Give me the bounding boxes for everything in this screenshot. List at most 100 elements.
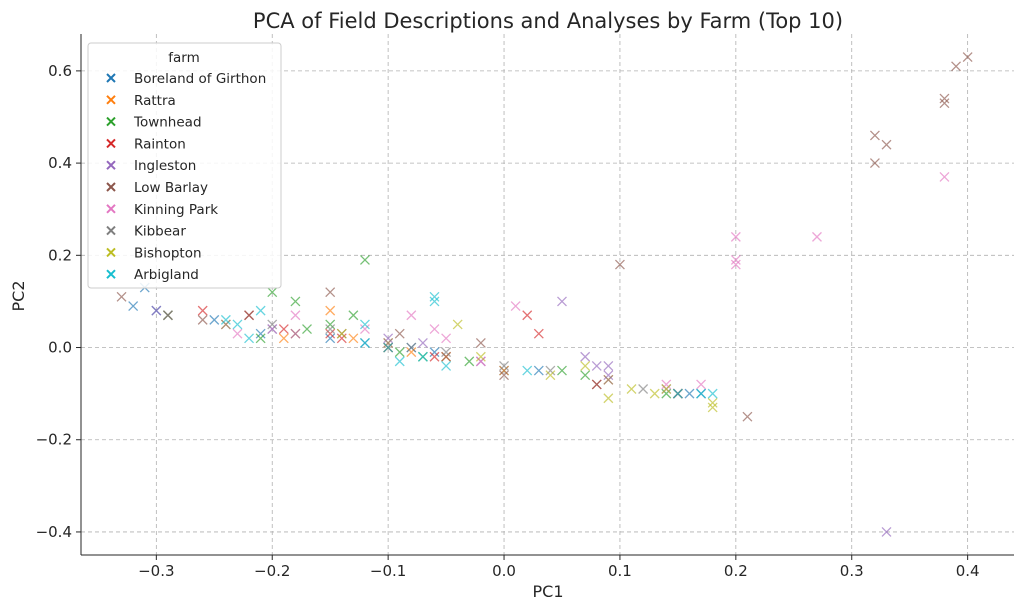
legend-marker <box>106 73 116 83</box>
data-point <box>325 324 336 335</box>
data-point <box>325 287 336 298</box>
data-point <box>302 324 312 335</box>
legend-label: Arbigland <box>134 267 199 283</box>
data-point <box>707 402 718 413</box>
x-tick-label: 0.1 <box>608 562 632 580</box>
data-point <box>325 319 336 330</box>
data-point <box>869 130 880 141</box>
data-point <box>661 379 672 390</box>
axis-ticks: −0.3 −0.2 −0.1 0.0 0.1 0.2 0.3 0.4 −0.4 −0.2 0.0 0.… <box>36 62 980 580</box>
legend-marker <box>106 225 116 236</box>
data-point <box>325 305 336 316</box>
data-point <box>394 356 405 367</box>
data-point <box>336 328 347 339</box>
data-point <box>557 365 567 376</box>
data-point <box>209 314 220 325</box>
data-point <box>406 347 417 358</box>
data-point <box>128 301 139 311</box>
legend-label: Boreland of Girthon <box>134 71 266 87</box>
x-tick-label: −0.2 <box>254 562 290 580</box>
data-point <box>591 379 602 390</box>
data-point <box>730 254 741 265</box>
data-point <box>696 379 707 390</box>
y-tick-label: 0.6 <box>48 62 72 80</box>
data-point <box>197 314 208 325</box>
data-point <box>452 319 463 330</box>
legend-label: Rattra <box>134 93 176 109</box>
data-point <box>580 351 591 362</box>
data-point <box>603 393 614 404</box>
data-point <box>499 361 509 371</box>
data-point <box>881 139 892 150</box>
data-point <box>533 365 544 376</box>
x-tick-label: −0.1 <box>370 562 406 580</box>
x-tick-label: 0.2 <box>724 562 748 580</box>
data-point <box>220 319 231 330</box>
data-point <box>638 384 649 394</box>
series-group <box>232 171 950 390</box>
data-point <box>267 324 278 335</box>
data-point <box>696 388 707 399</box>
data-point <box>394 347 405 358</box>
data-point <box>533 328 544 339</box>
data-point <box>406 342 417 353</box>
legend-marker <box>106 116 116 127</box>
data-point <box>255 333 266 344</box>
data-point <box>255 328 266 339</box>
data-point <box>649 388 660 399</box>
data-point <box>475 356 486 367</box>
data-point <box>417 337 428 348</box>
data-point <box>441 361 452 371</box>
legend: farm Boreland of Girthon Rattra Townhead Ra… <box>87 42 282 289</box>
x-tick-label: −0.3 <box>138 562 174 580</box>
data-point <box>557 296 567 307</box>
data-point <box>267 287 278 298</box>
data-point <box>429 347 440 358</box>
data-point <box>684 388 695 399</box>
data-point <box>626 384 637 394</box>
legend-marker <box>106 160 116 170</box>
legend-box <box>87 42 282 289</box>
data-point <box>383 333 394 344</box>
data-point <box>672 388 683 399</box>
data-point <box>881 526 892 537</box>
series-group <box>151 296 892 537</box>
data-point <box>232 319 243 330</box>
data-point <box>162 310 173 321</box>
data-point <box>545 365 556 376</box>
data-point <box>603 374 614 385</box>
data-point <box>951 61 962 72</box>
series-group <box>336 319 718 413</box>
legend-label: Rainton <box>134 136 186 152</box>
data-point <box>661 384 672 394</box>
axes-frame <box>80 34 1014 556</box>
data-point <box>939 93 950 104</box>
legend-label: Bishopton <box>134 245 202 261</box>
data-point <box>359 337 370 348</box>
data-point <box>220 314 231 325</box>
data-point <box>359 324 370 335</box>
series-group <box>162 310 683 399</box>
data-point <box>232 328 243 339</box>
legend-marker <box>106 138 116 149</box>
data-point <box>441 351 452 362</box>
data-point <box>812 231 822 242</box>
data-point <box>499 370 509 381</box>
data-point <box>244 333 255 344</box>
data-point <box>429 291 440 302</box>
data-point <box>661 388 672 399</box>
data-point <box>267 319 278 330</box>
data-point <box>475 337 486 348</box>
legend-marker <box>106 182 116 192</box>
data-point <box>429 351 440 362</box>
series-group <box>128 282 707 399</box>
y-tick-label: 0.2 <box>48 246 72 264</box>
data-point <box>580 370 591 381</box>
data-point <box>522 365 533 376</box>
x-tick-label: 0.0 <box>492 562 516 580</box>
data-point <box>278 333 289 344</box>
data-point <box>417 351 428 362</box>
data-point <box>197 305 208 316</box>
data-point <box>603 370 614 381</box>
y-tick-label: 0.4 <box>48 154 72 172</box>
